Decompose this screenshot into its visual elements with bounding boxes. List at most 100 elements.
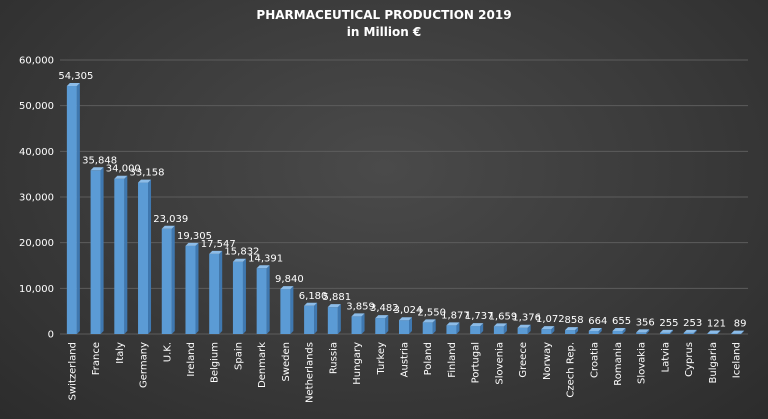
bar-front bbox=[422, 322, 433, 334]
bar-top bbox=[446, 322, 460, 326]
bar-front bbox=[375, 318, 386, 334]
bar-u-k- bbox=[161, 225, 175, 334]
bar-side bbox=[314, 302, 318, 334]
bar-top bbox=[612, 328, 626, 332]
data-label: 23,039 bbox=[153, 214, 188, 225]
bar-front bbox=[161, 228, 172, 334]
bar-top bbox=[541, 326, 555, 330]
bar-front bbox=[66, 86, 77, 334]
data-label: 1,072 bbox=[536, 314, 565, 325]
bar-bulgaria bbox=[707, 330, 721, 334]
bar-france bbox=[90, 167, 104, 334]
bar-front bbox=[565, 330, 576, 334]
bar-top bbox=[375, 315, 389, 319]
bar-front bbox=[612, 331, 623, 334]
bar-front bbox=[517, 327, 528, 334]
bar-side bbox=[527, 324, 531, 334]
bar-front bbox=[683, 332, 694, 334]
bar-side bbox=[100, 167, 104, 334]
bar-greece bbox=[517, 324, 531, 334]
x-tick-label: Belgium bbox=[210, 342, 221, 383]
bar-latvia bbox=[659, 329, 673, 334]
bar-top bbox=[683, 329, 697, 333]
x-tick-label: Poland bbox=[423, 342, 434, 375]
y-tick-label: 0 bbox=[48, 330, 54, 341]
bar-top bbox=[280, 286, 294, 290]
x-tick-label: Croatia bbox=[589, 342, 600, 378]
bar-top bbox=[351, 313, 365, 317]
y-tick-label: 50,000 bbox=[19, 101, 54, 112]
bar-top bbox=[565, 327, 579, 331]
bar-top bbox=[731, 330, 745, 334]
bar-side bbox=[219, 250, 223, 334]
y-axis: 0 10,000 20,000 30,000 40,000 50,000 60,000 bbox=[19, 56, 54, 341]
bar-front bbox=[588, 330, 599, 334]
x-tick-label: France bbox=[91, 342, 102, 375]
data-label: 17,547 bbox=[201, 239, 236, 250]
bar-top bbox=[636, 329, 650, 333]
bar-romania bbox=[612, 328, 626, 334]
bar-side bbox=[456, 322, 460, 334]
bar-side bbox=[242, 258, 246, 334]
x-tick-label: U.K. bbox=[162, 342, 173, 362]
data-label: 35,848 bbox=[82, 155, 117, 166]
bar-hungary bbox=[351, 313, 365, 334]
bars bbox=[66, 83, 745, 335]
bar-side bbox=[622, 328, 626, 334]
x-tick-label: Bulgaria bbox=[708, 342, 719, 383]
bar-front bbox=[232, 261, 243, 334]
bar-front bbox=[327, 307, 338, 334]
data-label: 253 bbox=[683, 318, 702, 329]
data-label: 2,550 bbox=[417, 307, 446, 318]
x-tick-label: Slovakia bbox=[637, 342, 648, 384]
x-tick-label: Austria bbox=[400, 342, 411, 377]
bar-netherlands bbox=[304, 302, 318, 334]
data-label: 255 bbox=[659, 318, 678, 329]
x-tick-label: Slovenia bbox=[494, 342, 505, 385]
data-label: 3,024 bbox=[394, 305, 423, 316]
bar-side bbox=[337, 304, 341, 334]
bar-front bbox=[209, 253, 220, 334]
y-tick-label: 10,000 bbox=[19, 284, 54, 295]
x-tick-label: Greece bbox=[518, 342, 529, 378]
bar-top bbox=[588, 327, 602, 331]
bar-top bbox=[470, 323, 484, 327]
bar-top bbox=[659, 329, 673, 333]
bar-front bbox=[399, 320, 409, 334]
x-tick-label: Norway bbox=[542, 342, 553, 380]
bar-front bbox=[731, 333, 742, 335]
bar-croatia bbox=[588, 327, 602, 334]
bar-top bbox=[517, 324, 531, 328]
bar-top bbox=[327, 304, 341, 308]
bar-side bbox=[669, 329, 673, 334]
bar-top bbox=[707, 330, 721, 334]
bar-spain bbox=[232, 258, 246, 334]
bar-front bbox=[659, 332, 670, 334]
bar-side bbox=[717, 330, 721, 334]
bar-front bbox=[280, 289, 291, 334]
data-label: 5,881 bbox=[323, 292, 352, 303]
bar-portugal bbox=[470, 323, 484, 334]
bar-side bbox=[171, 225, 175, 334]
bar-italy bbox=[114, 175, 128, 334]
x-tick-label: Latvia bbox=[660, 342, 671, 372]
data-label: 3,859 bbox=[346, 301, 375, 312]
bar-side bbox=[361, 313, 365, 334]
x-axis: Switzerland France Italy Germany U.K. Ireland… bbox=[67, 342, 742, 403]
bar-belgium bbox=[209, 250, 223, 334]
data-label: 54,305 bbox=[58, 71, 93, 82]
bar-top bbox=[114, 175, 128, 179]
data-label: 1,659 bbox=[489, 311, 518, 322]
bar-side bbox=[290, 286, 294, 334]
bar-switzerland bbox=[66, 83, 80, 334]
bar-austria bbox=[399, 317, 412, 334]
data-label: 14,391 bbox=[248, 253, 283, 264]
bar-side bbox=[646, 329, 650, 334]
bar-russia bbox=[327, 304, 341, 334]
bar-front bbox=[185, 245, 196, 334]
data-label: 3,482 bbox=[370, 303, 399, 314]
bar-front bbox=[636, 332, 647, 334]
data-label: 1,376 bbox=[512, 313, 541, 324]
